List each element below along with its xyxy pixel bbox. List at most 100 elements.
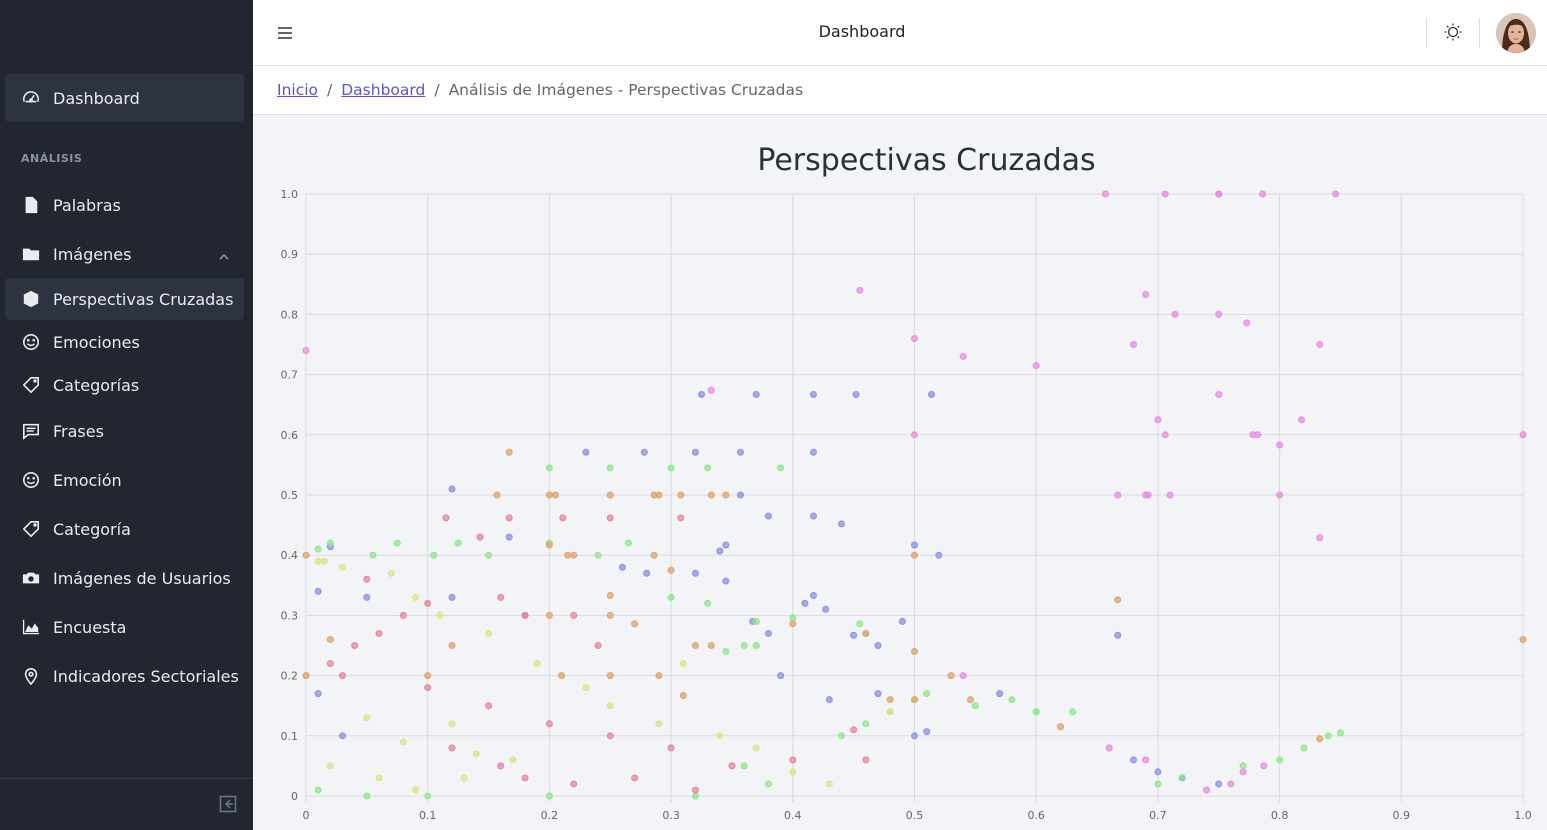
- sidebar-item-dashboard[interactable]: Dashboard: [5, 74, 244, 122]
- breadcrumb-link-dashboard[interactable]: Dashboard: [341, 81, 426, 99]
- data-point: [716, 547, 724, 555]
- data-point: [935, 551, 943, 559]
- sidebar-item-imagenes-de-usuarios[interactable]: Imágenes de Usuarios: [5, 558, 244, 598]
- data-point: [1324, 732, 1332, 740]
- data-point: [521, 611, 529, 619]
- data-point: [886, 696, 894, 704]
- chevron-up-icon[interactable]: [218, 248, 230, 260]
- data-point: [493, 491, 501, 499]
- data-point: [740, 642, 748, 649]
- data-point: [448, 744, 456, 752]
- data-point: [1336, 729, 1344, 737]
- data-point: [1142, 756, 1150, 764]
- data-point: [722, 577, 730, 585]
- data-point: [1142, 291, 1150, 299]
- data-point: [911, 541, 918, 549]
- data-point: [1171, 310, 1179, 318]
- data-point: [677, 514, 685, 522]
- data-point: [448, 593, 456, 601]
- data-point: [1298, 416, 1306, 424]
- data-point: [387, 569, 395, 577]
- data-point: [736, 448, 744, 456]
- data-point: [837, 520, 845, 528]
- data-point: [472, 750, 480, 758]
- data-point: [363, 575, 371, 583]
- data-point: [911, 551, 918, 559]
- data-point: [722, 648, 730, 656]
- data-point: [789, 614, 797, 622]
- data-point: [752, 744, 760, 752]
- data-point: [764, 780, 772, 788]
- sidebar-item-perspectivas-cruzadas[interactable]: Perspectivas Cruzadas: [5, 278, 244, 320]
- data-point: [314, 545, 322, 553]
- data-point: [728, 762, 736, 770]
- data-point: [716, 732, 724, 740]
- data-point: [545, 541, 553, 549]
- sidebar-item-emocion[interactable]: Emoción: [5, 460, 244, 500]
- sidebar-item-frases[interactable]: Frases: [5, 411, 244, 451]
- data-point: [852, 390, 860, 398]
- data-point: [736, 491, 744, 499]
- file-icon: [21, 195, 41, 215]
- breadcrumb-link-inicio[interactable]: Inicio: [277, 81, 319, 99]
- data-point: [691, 792, 699, 800]
- scatter-chart[interactable]: Perspectivas Cruzadas 0 0.1 0.2 0.3 0.4 0.5 0.6…: [253, 115, 1547, 830]
- sidebar-item-encuesta[interactable]: Encuesta: [5, 607, 244, 647]
- data-point: [691, 448, 699, 456]
- data-point: [424, 599, 432, 607]
- sidebar-footer: [0, 778, 253, 830]
- data-point: [1260, 762, 1268, 770]
- data-point: [564, 551, 572, 559]
- sidebar-item-indicadores-sectoriales[interactable]: Indicadores Sectoriales: [5, 656, 244, 696]
- data-point: [631, 620, 639, 628]
- data-point: [302, 551, 310, 559]
- sidebar-item-categoria[interactable]: Categoría: [5, 509, 244, 549]
- cube-icon: [21, 289, 41, 309]
- location-pin-icon: [21, 666, 41, 686]
- x-tick-label: 0: [303, 809, 310, 822]
- data-point: [314, 786, 322, 794]
- data-point: [1154, 416, 1162, 424]
- sidebar-item-imagenes[interactable]: Imágenes: [5, 234, 244, 274]
- data-point: [764, 629, 772, 637]
- data-point: [545, 464, 553, 472]
- data-point: [1144, 491, 1152, 499]
- sun-icon[interactable]: [1443, 22, 1463, 42]
- data-point: [862, 756, 870, 764]
- sidebar-item-categorias[interactable]: Categorías: [5, 365, 244, 405]
- y-tick-label: 0.3: [281, 609, 299, 622]
- data-point: [1215, 310, 1223, 318]
- x-tick-label: 0.9: [1393, 809, 1411, 822]
- data-point: [545, 491, 553, 499]
- data-point: [430, 551, 438, 559]
- data-point: [1114, 596, 1122, 604]
- hamburger-icon[interactable]: [277, 24, 293, 42]
- data-point: [448, 642, 456, 649]
- header-title: Dashboard: [818, 22, 906, 41]
- data-point: [698, 390, 706, 398]
- data-point: [631, 774, 639, 782]
- x-tick-label: 0.8: [1271, 809, 1289, 822]
- avatar[interactable]: [1496, 13, 1536, 53]
- data-point: [874, 690, 882, 698]
- data-point: [1178, 774, 1186, 782]
- data-point: [801, 599, 809, 607]
- data-point: [302, 672, 310, 680]
- breadcrumb-separator: /: [327, 81, 333, 99]
- data-point: [911, 334, 918, 342]
- sidebar-item-emociones[interactable]: Emociones: [5, 322, 244, 362]
- data-point: [1316, 735, 1324, 743]
- data-point: [1227, 780, 1235, 788]
- data-point: [606, 732, 614, 740]
- data-point: [582, 684, 590, 692]
- data-point: [454, 539, 462, 547]
- breadcrumb: Inicio / Dashboard / Análisis de Imágene…: [253, 66, 1547, 115]
- data-point: [485, 551, 493, 559]
- data-point: [375, 774, 383, 782]
- data-point: [476, 533, 484, 541]
- data-point: [679, 691, 687, 699]
- data-point: [691, 642, 699, 649]
- collapse-sidebar-icon[interactable]: [219, 795, 237, 813]
- sidebar-item-label: Frases: [53, 421, 104, 441]
- sidebar-item-palabras[interactable]: Palabras: [5, 185, 244, 225]
